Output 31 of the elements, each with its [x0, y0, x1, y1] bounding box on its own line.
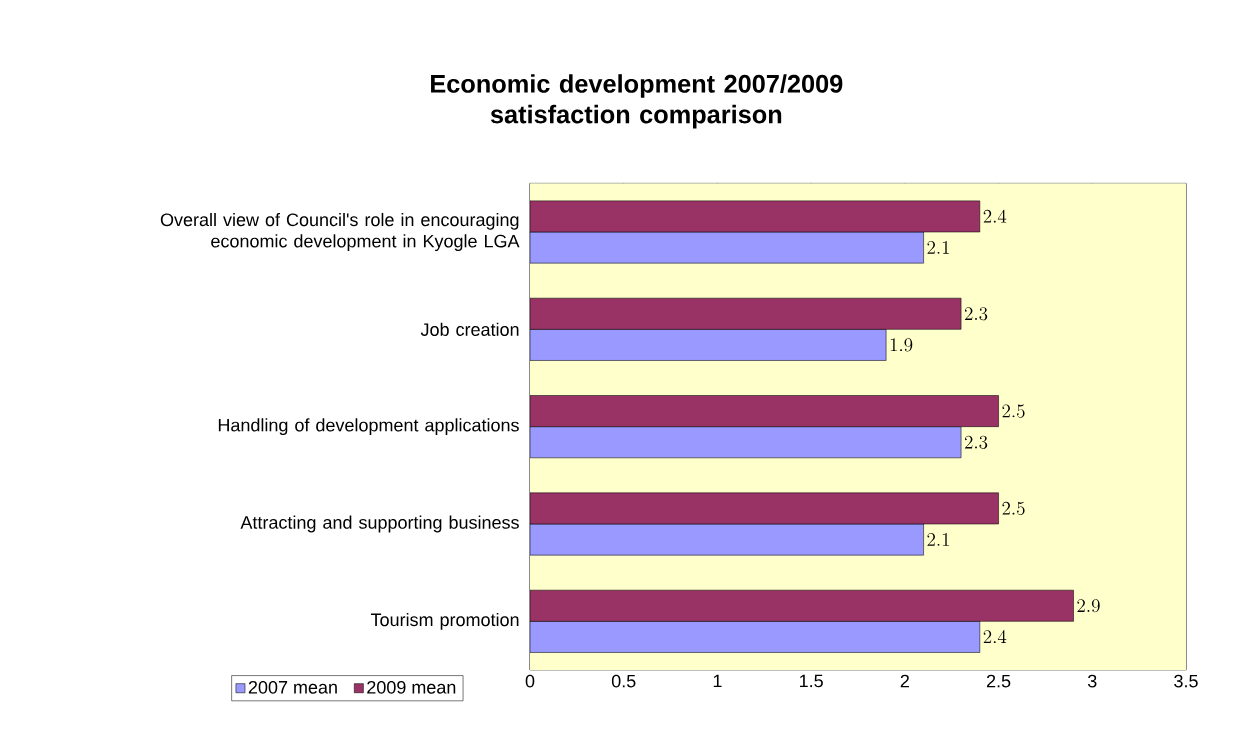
y-tick-label: Attracting and supporting business: [240, 515, 519, 533]
x-tick-label: 2.5: [986, 674, 1011, 688]
legend-label: 2009 mean: [367, 680, 456, 694]
x-tick-label: 0.5: [611, 674, 636, 688]
bar: [530, 200, 981, 233]
x-tick-label: 0: [525, 674, 535, 688]
bar: [530, 395, 999, 427]
bar: [530, 297, 962, 330]
data-label: 2.5: [1002, 501, 1025, 515]
chart-title: Economic development 2007/2009 satisfaction comparison: [431, 74, 843, 129]
data-label: 2.3: [964, 307, 988, 321]
y-tick-label: Tourism promotion: [370, 612, 519, 630]
x-tick-label: 3: [1087, 674, 1097, 688]
data-label: 2. 1: [927, 241, 950, 254]
bar: [530, 589, 1074, 622]
data-label: 2.4: [983, 209, 1007, 223]
data-label: 2.5: [1002, 404, 1025, 418]
legend-label: 2007 mean: [248, 680, 337, 694]
x-tick-label: 2: [900, 674, 909, 688]
data-label: 1 .9: [890, 338, 913, 352]
x-tick-label: 1: [713, 674, 722, 688]
y-tick-label: Handling of development applications: [218, 418, 519, 436]
y-tick-label: Overall view of Council's role in encouraging economic development in Kyogle LGA: [160, 212, 520, 252]
data-label: 2.4: [983, 630, 1007, 644]
data-label: 2. 1: [927, 533, 950, 546]
bar: [530, 492, 999, 525]
x-tick-label: 3.5: [1174, 674, 1198, 688]
x-tick-label: 1.5: [800, 674, 823, 688]
y-tick-label: Job creation: [420, 322, 519, 336]
data-label: 2.9: [1077, 599, 1100, 613]
data-label: 2.3: [964, 435, 988, 449]
